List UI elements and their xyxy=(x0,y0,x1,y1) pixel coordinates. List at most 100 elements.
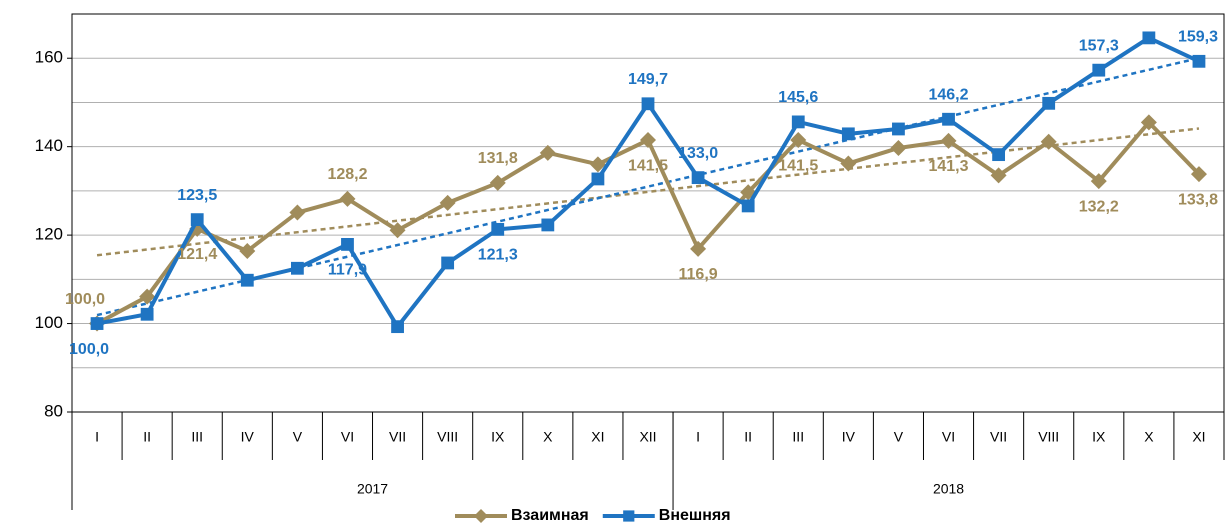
marker xyxy=(641,97,655,111)
x-tick-label: II xyxy=(744,429,752,445)
marker xyxy=(541,218,555,232)
x-tick-label: XII xyxy=(639,429,656,445)
x-tick-label: I xyxy=(95,429,99,445)
marker xyxy=(1090,173,1107,190)
data-label: 141,5 xyxy=(628,157,668,174)
data-label: 131,8 xyxy=(478,150,518,167)
marker xyxy=(940,132,957,149)
marker xyxy=(892,122,905,136)
y-tick-label: 100 xyxy=(35,313,63,332)
x-tick-label: XI xyxy=(591,429,604,445)
marker xyxy=(1092,63,1106,77)
data-label: 100,0 xyxy=(65,291,105,308)
data-label: 132,2 xyxy=(1079,198,1119,215)
x-tick-label: VI xyxy=(341,429,354,445)
marker xyxy=(90,317,104,330)
marker xyxy=(289,204,306,221)
marker xyxy=(992,148,1006,162)
data-label: 133,8 xyxy=(1178,191,1218,208)
marker xyxy=(623,510,635,522)
data-label: 159,3 xyxy=(1178,29,1218,46)
marker xyxy=(441,256,455,270)
x-tick-label: III xyxy=(792,429,804,445)
data-label: 141,5 xyxy=(778,157,818,174)
x-tick-label: VIII xyxy=(437,429,458,445)
marker xyxy=(1192,54,1206,68)
marker xyxy=(589,156,606,173)
marker xyxy=(140,307,154,321)
marker xyxy=(591,172,605,186)
x-tick-label: XI xyxy=(1192,429,1205,445)
plot-frame xyxy=(71,13,1225,413)
marker xyxy=(339,190,356,207)
marker xyxy=(841,127,855,141)
marker xyxy=(341,237,354,251)
marker xyxy=(239,243,256,260)
marker xyxy=(1142,31,1156,45)
data-label: 121,3 xyxy=(478,247,518,264)
x-tick-label: VII xyxy=(389,429,406,445)
marker xyxy=(1140,114,1157,131)
marker xyxy=(840,155,857,172)
marker xyxy=(389,222,406,239)
marker xyxy=(741,199,755,213)
marker xyxy=(391,320,404,334)
data-label: 145,6 xyxy=(778,89,818,106)
marker xyxy=(439,194,456,211)
x-tick-label: III xyxy=(191,429,203,445)
x-tick-label: IX xyxy=(1092,429,1106,445)
data-label: 100,0 xyxy=(69,341,109,358)
marker xyxy=(790,132,807,149)
data-label: 141,3 xyxy=(928,158,968,175)
data-label: 128,2 xyxy=(327,166,367,183)
x-tick-label: IX xyxy=(491,429,505,445)
marker xyxy=(290,261,304,275)
x-tick-label: II xyxy=(143,429,151,445)
x-tick-label: IV xyxy=(842,429,856,445)
y-tick-label: 80 xyxy=(44,401,63,420)
data-label: 123,5 xyxy=(177,187,217,204)
marker xyxy=(791,115,805,129)
marker xyxy=(890,139,907,156)
data-label: 117,9 xyxy=(328,262,367,279)
marker xyxy=(489,174,506,191)
marker xyxy=(942,112,955,126)
marker xyxy=(990,167,1007,184)
marker xyxy=(691,171,705,185)
marker xyxy=(690,240,707,257)
x-tick-label: IV xyxy=(241,429,255,445)
y-tick-label: 140 xyxy=(35,136,63,155)
x-tick-label: VI xyxy=(942,429,955,445)
data-label: 157,3 xyxy=(1079,37,1119,54)
marker xyxy=(491,222,505,236)
x-tick-label: I xyxy=(696,429,700,445)
marker xyxy=(539,144,556,161)
marker xyxy=(640,132,656,149)
data-label: 146,2 xyxy=(928,86,968,103)
x-tick-label: V xyxy=(293,429,303,445)
data-label: 116,9 xyxy=(679,266,718,283)
marker xyxy=(190,213,204,227)
x-tick-label: X xyxy=(1144,429,1154,445)
x-tick-label: VIII xyxy=(1038,429,1059,445)
series-line xyxy=(96,120,1201,326)
data-label: 121,4 xyxy=(177,246,217,263)
legend-label: Взаимная xyxy=(511,507,589,524)
group-label: 2017 xyxy=(357,481,388,497)
marker xyxy=(474,509,488,523)
marker xyxy=(1040,133,1057,150)
marker xyxy=(240,273,254,287)
x-tick-label: V xyxy=(894,429,904,445)
data-label: 133,0 xyxy=(678,145,718,162)
y-tick-label: 120 xyxy=(35,225,63,244)
marker xyxy=(1042,96,1056,110)
x-tick-label: VII xyxy=(990,429,1007,445)
marker xyxy=(139,288,156,305)
group-label: 2018 xyxy=(933,481,964,497)
data-label: 149,7 xyxy=(628,71,668,88)
trend-line xyxy=(96,127,1200,257)
y-tick-label: 160 xyxy=(35,48,63,67)
marker xyxy=(1190,166,1207,183)
legend-label: Внешняя xyxy=(659,507,731,524)
